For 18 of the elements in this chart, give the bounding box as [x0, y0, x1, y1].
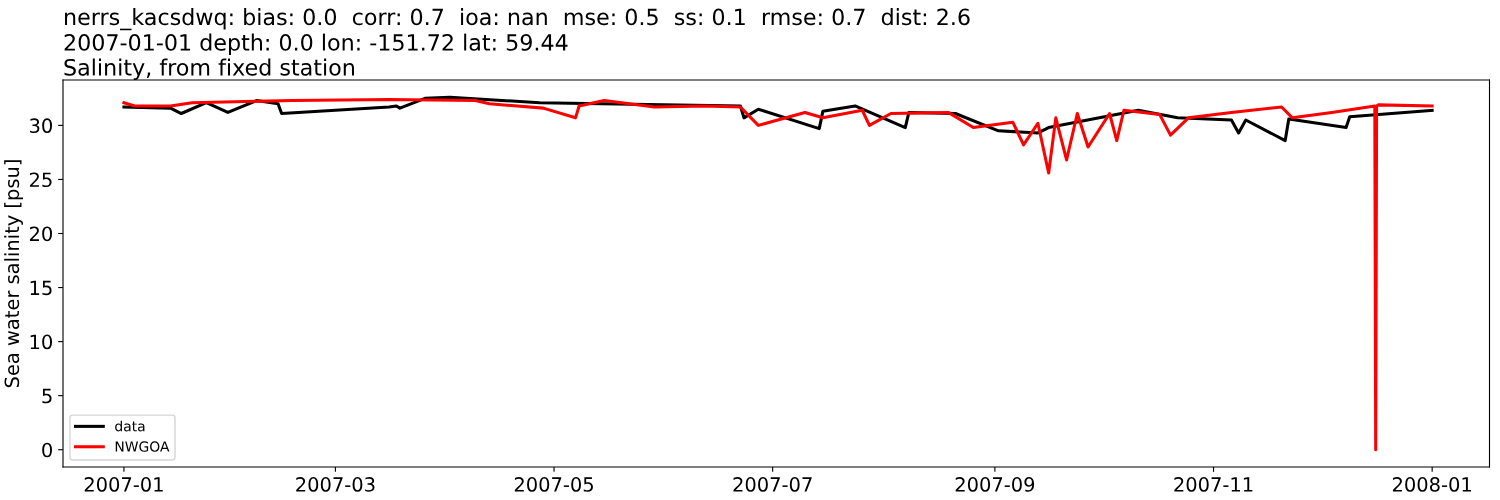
x-tick-label: 2007-03: [296, 477, 375, 492]
chart-title: nerrs_kacsdwq: bias: 0.0 corr: 0.7 ioa: nan mse: 0.5 ss: 0.1 rmse: 0.7 dist: 2.6 2007-01-01 depth: 0.0 lon: -151.72 lat: 59.44 Salinity, from fixed station: [64, 8, 970, 80]
y-tick-label: 5: [42, 388, 52, 404]
y-axis-title: Sea water salinity [psu]: [4, 160, 23, 388]
legend-label: NWGOA: [115, 441, 170, 452]
x-tick-label: 2008-01: [1392, 477, 1471, 492]
y-tick-label: 30: [30, 118, 52, 134]
x-tick-label: 2007-09: [955, 477, 1035, 492]
y-tick-label: 25: [29, 172, 52, 188]
x-tick-label: 2007-11: [1174, 477, 1253, 492]
y-tick-label: 15: [30, 280, 52, 296]
x-tick-label: 2007-05: [514, 477, 593, 492]
x-tick-label: 2007-01: [84, 477, 163, 492]
x-tick-label: 2007-07: [733, 477, 812, 492]
legend-label: data: [115, 420, 145, 432]
y-tick-label: 0: [42, 442, 52, 458]
y-tick-label: 20: [29, 226, 52, 242]
y-tick-label: 10: [30, 334, 52, 350]
